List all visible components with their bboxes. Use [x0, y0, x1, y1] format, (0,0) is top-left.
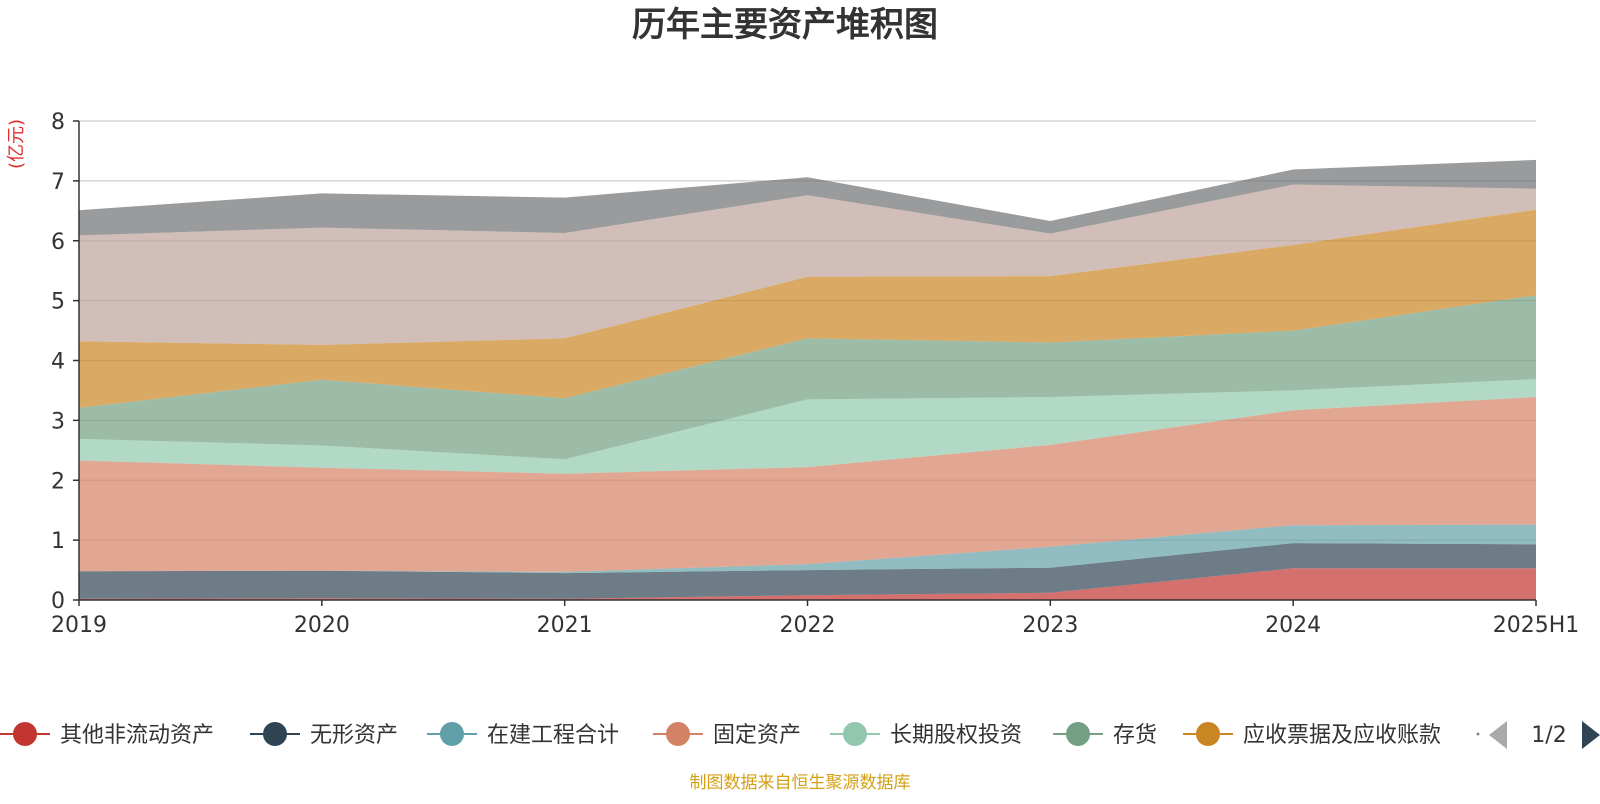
legend-item-4[interactable]: 长期股权投资	[830, 722, 1022, 748]
x-tick-label: 2025H1	[1493, 613, 1580, 638]
legend-overflow-dot	[1476, 732, 1480, 736]
y-tick-label: 0	[51, 589, 65, 614]
area-series-0	[79, 568, 1536, 600]
legend-marker	[1066, 722, 1090, 746]
legend-label: 应收票据及应收账款	[1243, 723, 1441, 748]
legend-item-3[interactable]: 固定资产	[653, 722, 801, 748]
legend: 其他非流动资产 无形资产 在建工程合计 固定资产 长期股权投资 存货 应收票据及应收账款 1/…	[0, 721, 1600, 749]
x-tick-label: 2021	[537, 613, 593, 638]
y-tick-label: 6	[51, 230, 65, 255]
y-tick-label: 8	[51, 110, 65, 135]
area-series-6	[79, 209, 1536, 408]
area-layer	[79, 159, 1536, 600]
y-tick-label: 4	[51, 350, 65, 375]
legend-marker	[843, 722, 867, 746]
y-tick-label: 2	[51, 469, 65, 494]
y-axis-unit-label: (亿元)	[6, 119, 27, 169]
legend-label: 长期股权投资	[890, 723, 1022, 748]
legend-marker	[1196, 722, 1220, 746]
legend-next-page-icon[interactable]	[1582, 721, 1600, 749]
legend-marker	[666, 722, 690, 746]
y-tick-label: 7	[51, 170, 65, 195]
y-tick-label: 1	[51, 529, 65, 554]
area-series-2	[79, 524, 1536, 574]
area-series-7	[79, 184, 1536, 345]
area-series-3	[79, 397, 1536, 572]
legend-label: 其他非流动资产	[60, 723, 214, 748]
legend-marker	[263, 722, 287, 746]
legend-item-5[interactable]: 存货	[1053, 722, 1157, 748]
x-tick-label: 2023	[1022, 613, 1078, 638]
legend-label: 存货	[1113, 723, 1157, 748]
legend-item-6[interactable]: 应收票据及应收账款	[1183, 722, 1441, 748]
y-tick-label: 5	[51, 290, 65, 315]
x-tick-label: 2024	[1265, 613, 1321, 638]
area-series-1	[79, 543, 1536, 599]
data-source-text: 制图数据来自恒生聚源数据库	[690, 773, 911, 793]
x-tick-label: 2019	[51, 613, 107, 638]
legend-item-2[interactable]: 在建工程合计	[427, 722, 619, 748]
x-tick-label: 2022	[780, 613, 836, 638]
axis-layer: 0 1 2 3 4 5 6 7 8 2019 2020 2021 2022 2023 2024 2025H1	[51, 110, 1579, 638]
legend-label: 固定资产	[713, 723, 801, 748]
y-tick-label: 3	[51, 409, 65, 434]
legend-item-0[interactable]: 其他非流动资产	[0, 722, 214, 748]
legend-item-1[interactable]: 无形资产	[250, 722, 398, 748]
x-tick-label: 2020	[294, 613, 350, 638]
area-series-5	[79, 295, 1536, 460]
area-series-4	[79, 379, 1536, 474]
legend-marker	[440, 722, 464, 746]
legend-label: 无形资产	[310, 723, 398, 748]
legend-marker	[13, 722, 37, 746]
legend-label: 在建工程合计	[487, 723, 619, 748]
legend-page-indicator: 1/2	[1531, 723, 1566, 748]
area-series-8	[79, 159, 1536, 236]
legend-prev-page-icon[interactable]	[1489, 721, 1507, 749]
chart-title: 历年主要资产堆积图	[632, 5, 938, 45]
